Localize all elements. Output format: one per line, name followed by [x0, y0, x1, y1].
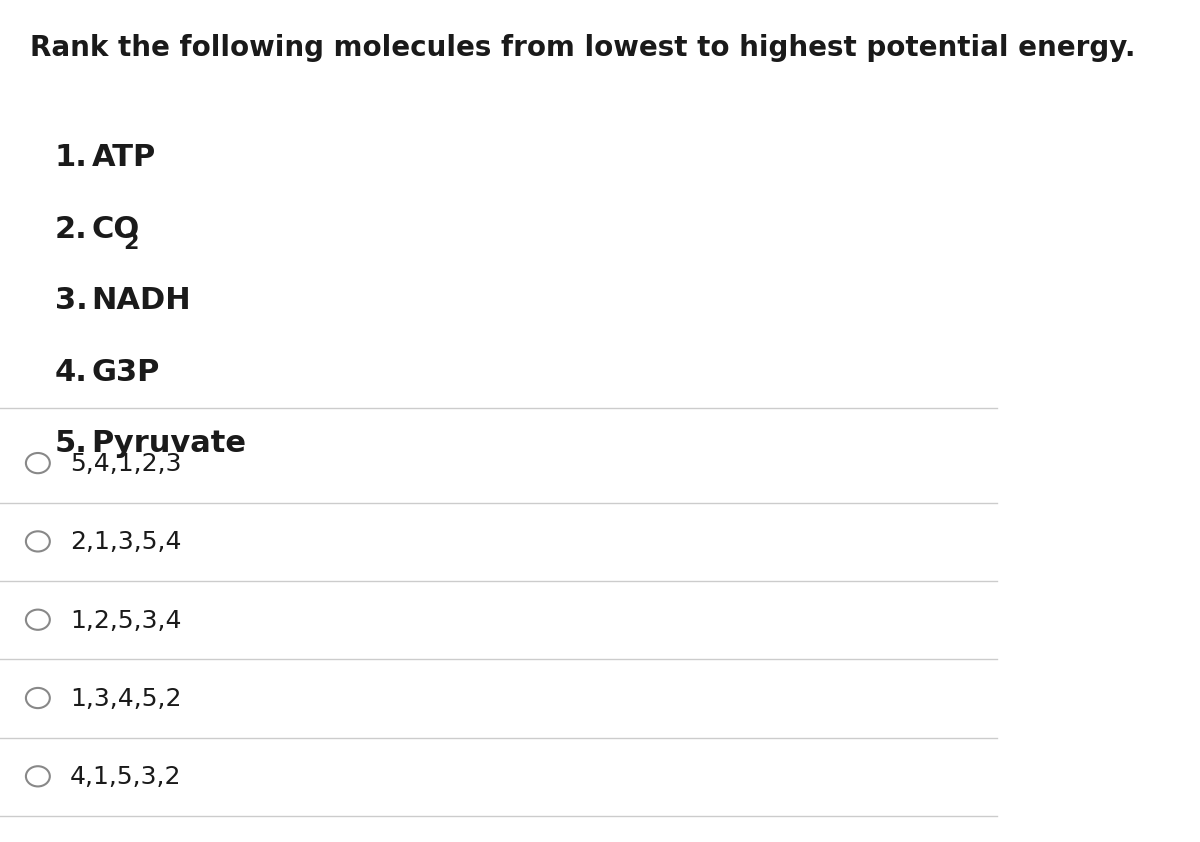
- Text: 5.: 5.: [55, 429, 88, 458]
- Text: 1.: 1.: [55, 143, 88, 172]
- Text: 2.: 2.: [55, 215, 88, 243]
- Text: CO: CO: [91, 215, 140, 243]
- Text: 5,4,1,2,3: 5,4,1,2,3: [70, 452, 181, 477]
- Text: G3P: G3P: [91, 358, 160, 386]
- Text: ATP: ATP: [91, 143, 156, 172]
- Text: NADH: NADH: [91, 286, 191, 315]
- Text: 2,1,3,5,4: 2,1,3,5,4: [70, 530, 181, 555]
- Text: Pyruvate: Pyruvate: [91, 429, 247, 458]
- Text: Rank the following molecules from lowest to highest potential energy.: Rank the following molecules from lowest…: [30, 34, 1135, 61]
- Text: 1,2,5,3,4: 1,2,5,3,4: [70, 609, 181, 633]
- Text: 4.: 4.: [55, 358, 88, 386]
- Text: 3.: 3.: [55, 286, 88, 315]
- Text: 1,3,4,5,2: 1,3,4,5,2: [70, 687, 181, 711]
- Text: 2: 2: [124, 233, 139, 253]
- Text: 4,1,5,3,2: 4,1,5,3,2: [70, 765, 181, 790]
